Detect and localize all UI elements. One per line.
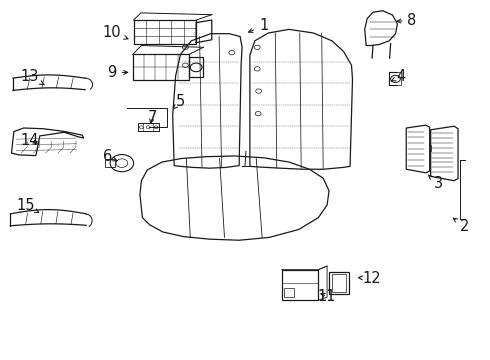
Text: 10: 10 <box>103 26 128 40</box>
Text: 9: 9 <box>107 65 128 80</box>
Bar <box>329 272 348 294</box>
Text: 12: 12 <box>359 271 381 286</box>
Text: 11: 11 <box>318 289 336 304</box>
Bar <box>284 288 294 297</box>
Text: 3: 3 <box>428 175 442 191</box>
Text: 13: 13 <box>21 69 45 85</box>
Text: 1: 1 <box>248 18 268 33</box>
Bar <box>189 57 203 77</box>
Bar <box>134 20 196 44</box>
Text: 14: 14 <box>21 133 39 148</box>
Text: 6: 6 <box>102 149 117 164</box>
Text: 2: 2 <box>453 218 469 234</box>
Bar <box>133 54 189 80</box>
Text: 7: 7 <box>147 110 157 125</box>
Bar <box>105 159 115 167</box>
Bar <box>332 274 345 292</box>
Text: 4: 4 <box>392 68 406 84</box>
Text: 8: 8 <box>397 13 416 28</box>
Text: 5: 5 <box>173 94 185 109</box>
Text: 15: 15 <box>17 198 39 213</box>
Bar <box>282 270 319 300</box>
